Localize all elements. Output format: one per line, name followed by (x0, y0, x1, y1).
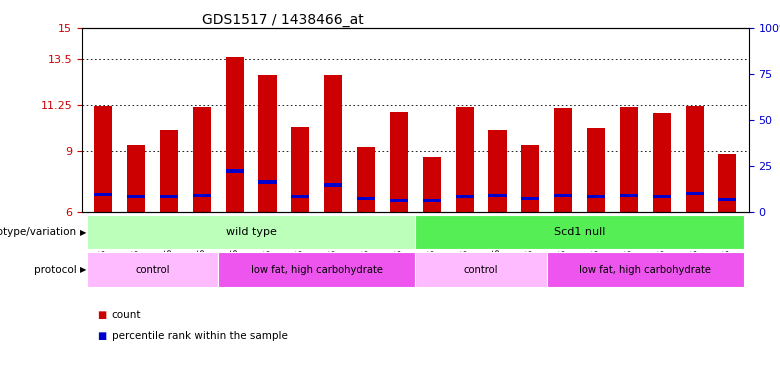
Text: low fat, high carbohydrate: low fat, high carbohydrate (580, 265, 711, 274)
Text: genotype/variation: genotype/variation (0, 227, 76, 237)
Bar (587, 128, 605, 212)
Bar (488, 130, 506, 212)
Bar (258, 75, 277, 212)
Text: ■: ■ (98, 310, 107, 320)
Bar (554, 194, 573, 197)
Bar (620, 107, 638, 212)
Bar (127, 195, 145, 198)
Bar (94, 193, 112, 196)
Bar (357, 197, 375, 201)
Text: ▶: ▶ (80, 265, 86, 274)
Bar (390, 199, 408, 202)
Bar (193, 107, 211, 212)
Bar (390, 112, 408, 212)
Bar (324, 75, 342, 212)
Bar (292, 195, 310, 198)
Bar (423, 199, 441, 202)
Bar (160, 195, 178, 198)
Bar (193, 194, 211, 197)
Bar (160, 130, 178, 212)
Bar (127, 144, 145, 212)
Text: Scd1 null: Scd1 null (554, 227, 605, 237)
Bar (686, 192, 704, 195)
Text: percentile rank within the sample: percentile rank within the sample (112, 331, 287, 340)
Bar (357, 147, 375, 212)
Text: GDS1517 / 1438466_at: GDS1517 / 1438466_at (202, 13, 363, 27)
Bar (554, 108, 573, 212)
Text: ■: ■ (98, 331, 107, 340)
Bar (225, 169, 243, 173)
Text: wild type: wild type (225, 227, 277, 237)
Bar (292, 127, 310, 212)
Bar (225, 57, 243, 212)
Bar (620, 194, 638, 197)
Bar (423, 157, 441, 212)
Bar (718, 198, 736, 201)
Bar (653, 113, 671, 212)
Text: control: control (464, 265, 498, 274)
Text: count: count (112, 310, 141, 320)
Text: ▶: ▶ (80, 228, 86, 237)
Text: low fat, high carbohydrate: low fat, high carbohydrate (251, 265, 383, 274)
Bar (456, 195, 473, 198)
Text: protocol: protocol (34, 265, 76, 274)
Bar (587, 195, 605, 198)
Bar (718, 154, 736, 212)
Bar (456, 107, 473, 212)
Bar (653, 195, 671, 198)
Bar (686, 106, 704, 212)
Bar (94, 106, 112, 212)
Bar (324, 183, 342, 187)
Text: control: control (135, 265, 170, 274)
Bar (488, 194, 506, 197)
Bar (258, 180, 277, 184)
Bar (521, 197, 539, 201)
Bar (521, 144, 539, 212)
